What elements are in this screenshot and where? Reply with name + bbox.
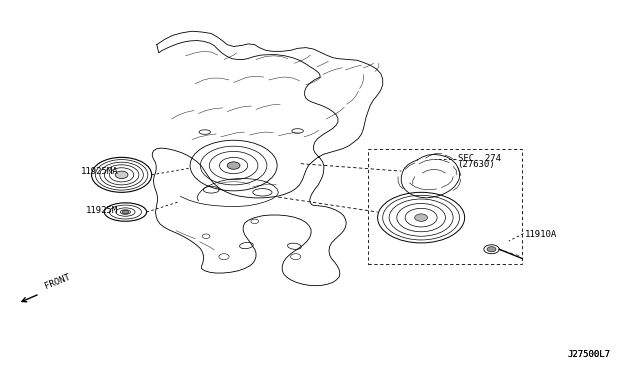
Circle shape [227, 162, 240, 169]
Text: 11925M: 11925M [86, 206, 118, 215]
Text: 11910A: 11910A [525, 230, 557, 239]
Text: (27630): (27630) [458, 160, 495, 169]
Circle shape [109, 168, 134, 182]
Text: 11925MA: 11925MA [81, 167, 118, 176]
Circle shape [415, 214, 428, 221]
Circle shape [115, 171, 128, 179]
Circle shape [487, 247, 496, 252]
Text: FRONT: FRONT [44, 273, 72, 291]
Text: SEC. 274: SEC. 274 [458, 154, 500, 163]
Text: J27500L7: J27500L7 [567, 350, 611, 359]
Circle shape [122, 210, 129, 214]
Text: J27500L7: J27500L7 [567, 350, 611, 359]
